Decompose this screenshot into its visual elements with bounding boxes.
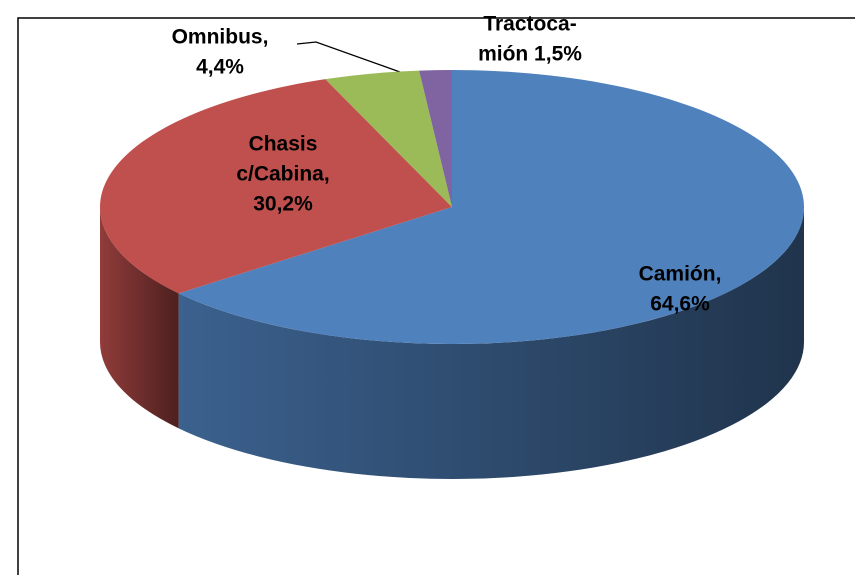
pie-side — [178, 207, 805, 479]
data-label: 64,6% — [650, 293, 710, 316]
data-label: Omnibus, — [172, 26, 269, 49]
pie-side — [100, 207, 179, 429]
pie-slice — [178, 70, 805, 345]
data-label: Chasis — [249, 133, 318, 156]
data-label: 4,4% — [196, 56, 244, 79]
data-label: mión 1,5% — [478, 43, 582, 66]
data-label: Tractoca- — [483, 13, 576, 36]
data-label: c/Cabina, — [236, 163, 329, 186]
pie-slice — [419, 70, 452, 207]
data-label: Camión, — [639, 263, 722, 286]
leader-line — [296, 41, 401, 73]
pie-slice — [325, 70, 452, 207]
pie-slice — [100, 79, 452, 294]
data-label: 30,2% — [253, 193, 313, 216]
